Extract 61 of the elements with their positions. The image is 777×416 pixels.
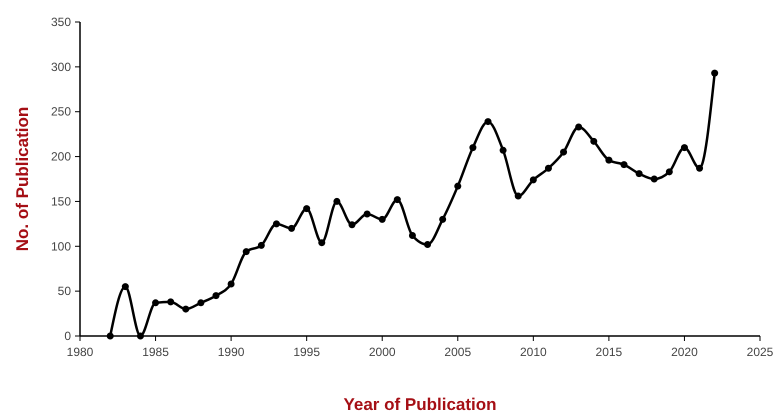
y-tick-label: 300: [50, 60, 72, 74]
point: [514, 192, 522, 200]
point: [560, 148, 568, 156]
point: [620, 161, 628, 168]
x-tick-label: 2005: [444, 345, 472, 359]
point: [408, 232, 416, 240]
point: [590, 138, 598, 145]
y-axis-title: No. of Publication: [13, 106, 32, 252]
y-tick-label: 200: [50, 150, 72, 164]
point: [197, 299, 204, 306]
point: [348, 221, 356, 228]
point: [680, 144, 688, 152]
point: [122, 283, 129, 290]
point: [469, 144, 476, 152]
point: [650, 176, 658, 182]
point: [364, 210, 371, 218]
x-tick-label: 2020: [671, 345, 698, 359]
point: [258, 242, 265, 249]
y-tick-label: 250: [50, 104, 72, 119]
y-tick-label: 50: [58, 284, 72, 298]
x-tick-label: 1980: [66, 345, 94, 359]
x-tick-label: 1990: [218, 345, 245, 359]
y-tick-label: 0: [64, 329, 72, 343]
point: [439, 216, 446, 223]
x-tick-label: 1985: [142, 345, 170, 359]
point: [167, 298, 174, 306]
point: [136, 332, 144, 340]
point: [212, 292, 220, 300]
y-tick-label: 150: [50, 194, 72, 208]
point: [711, 70, 718, 77]
y-tick-label: 350: [50, 15, 72, 29]
point: [666, 168, 673, 176]
point: [636, 170, 643, 178]
point: [378, 216, 386, 223]
x-tick-label: 2000: [368, 345, 396, 359]
point: [500, 146, 507, 154]
point: [242, 248, 250, 256]
point: [424, 240, 432, 248]
point: [228, 280, 235, 288]
x-tick-label: 2010: [520, 345, 548, 359]
point: [575, 123, 582, 130]
x-tick-label: 2015: [596, 345, 623, 359]
point: [272, 220, 280, 228]
y-tick-label: 100: [50, 239, 72, 254]
point: [605, 156, 612, 164]
x-axis-title: Year of Publication: [343, 395, 497, 414]
point: [530, 176, 537, 184]
point: [318, 239, 326, 246]
point: [544, 164, 552, 172]
point: [333, 198, 340, 205]
point: [152, 299, 160, 306]
point: [288, 224, 296, 232]
x-tick-label: 1995: [293, 345, 320, 359]
point: [696, 164, 704, 172]
point: [394, 196, 401, 204]
point: [106, 332, 114, 340]
x-tick-label: 2025: [746, 345, 774, 359]
point: [182, 306, 190, 313]
point: [454, 182, 462, 190]
point: [484, 118, 492, 126]
point: [303, 205, 310, 212]
